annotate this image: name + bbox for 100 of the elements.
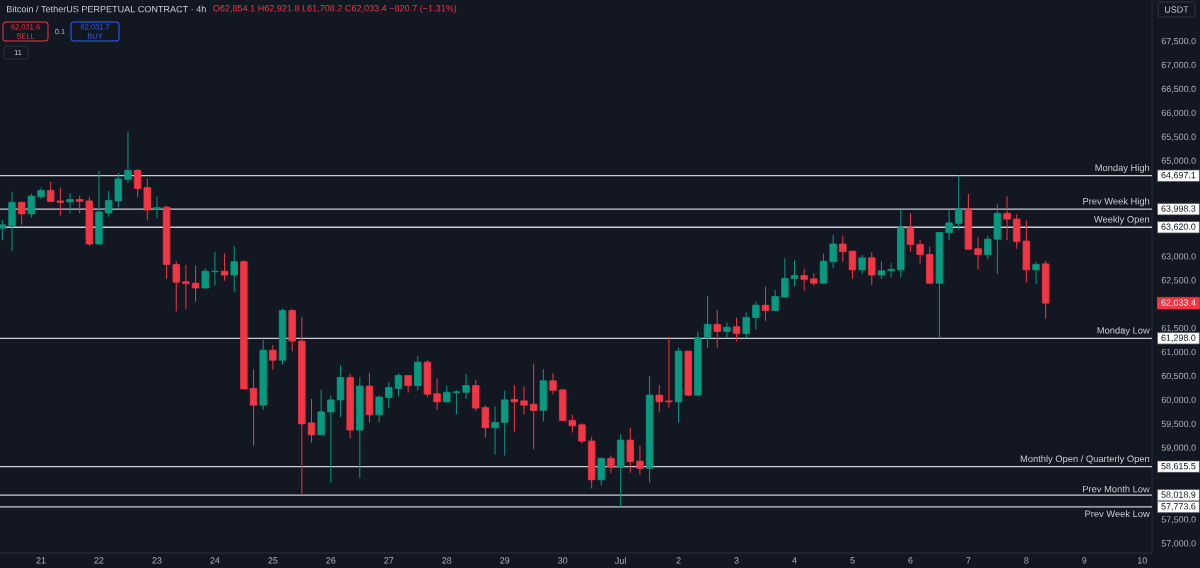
candlestick <box>1032 261 1040 285</box>
candlestick <box>0 219 7 241</box>
candlestick <box>578 422 586 444</box>
candlestick <box>549 372 557 395</box>
candlestick <box>723 321 731 339</box>
x-tick-label: 24 <box>210 557 220 564</box>
candlestick <box>906 212 915 253</box>
x-tick-label: 25 <box>268 557 278 564</box>
candlestick <box>858 254 866 275</box>
chart-subtitle: O62,854.1 H62,921.8 L61,708.2 C62,033.4 −820.7 (−1.31%) <box>213 4 457 14</box>
candlestick <box>317 388 325 436</box>
candlestick <box>327 395 335 484</box>
candlestick <box>336 364 345 418</box>
candlestick <box>790 259 799 288</box>
y-tick-label: 65,500.0 <box>1161 133 1196 141</box>
candlestick <box>955 175 963 231</box>
candlestick <box>230 245 238 293</box>
x-tick-label: 22 <box>94 557 104 564</box>
text: 58,615.5 <box>1161 462 1196 471</box>
candlestick <box>636 445 644 476</box>
candlestick <box>201 267 209 289</box>
ref-line-label: Weekly Open <box>1093 215 1150 225</box>
y-tick-label: 62,500.0 <box>1161 277 1196 285</box>
y-tick-label: 60,500.0 <box>1161 372 1196 381</box>
x-tick-label: 27 <box>384 557 394 564</box>
y-tick-label: 65,000.0 <box>1161 157 1196 165</box>
candlestick <box>27 193 36 219</box>
candlestick <box>172 260 180 312</box>
x-tick-label: 5 <box>850 557 855 564</box>
text: 57,773.6 <box>1161 503 1196 511</box>
ref-line-label: Monthly Open / Quarterly Open <box>1020 455 1150 464</box>
candlestick <box>800 268 808 292</box>
candlestick <box>269 344 277 371</box>
x-tick-label: 28 <box>442 557 452 564</box>
y-tick-label: 61,500.0 <box>1161 324 1196 333</box>
y-tick-label: 66,500.0 <box>1161 85 1196 94</box>
candlestick <box>433 377 441 411</box>
x-tick-label: 3 <box>734 557 739 564</box>
y-axis-title: USDT <box>1165 6 1189 13</box>
candlestick <box>916 239 924 265</box>
candlestick <box>974 236 982 271</box>
candlestick <box>945 209 953 241</box>
y-tick-label: 59,000.0 <box>1161 444 1196 452</box>
candlestick <box>829 234 837 269</box>
y-tick-label: 60,000.0 <box>1161 396 1196 405</box>
candlestick <box>182 264 190 310</box>
text: 63,998.3 <box>1161 205 1196 213</box>
candlestick <box>665 336 673 409</box>
x-tick-label: 2 <box>676 557 681 564</box>
candlestick <box>220 253 229 282</box>
x-tick-label: 26 <box>326 557 336 564</box>
candlestick <box>414 355 422 391</box>
x-tick-label: 4 <box>792 557 797 564</box>
candlestick <box>66 192 74 214</box>
x-tick-label: 23 <box>152 557 162 564</box>
candlestick <box>626 427 634 474</box>
candlestick <box>1003 196 1011 241</box>
candlestick <box>655 384 663 413</box>
candlestick <box>491 406 499 455</box>
x-tick-label: 8 <box>1024 557 1029 564</box>
ref-line-label: Monday High <box>1095 164 1150 173</box>
candlestick <box>124 131 132 184</box>
y-tick-label: 66,000.0 <box>1161 109 1196 118</box>
x-tick-label: 7 <box>966 557 971 564</box>
candlestick <box>501 390 509 456</box>
text: 64,697.1 <box>1161 172 1196 180</box>
x-tick-label: Jul <box>615 557 626 564</box>
candlestick <box>249 368 258 447</box>
candlestick <box>868 251 876 286</box>
x-tick-label: 6 <box>908 557 913 564</box>
candlestick <box>984 235 992 260</box>
text: 63,620.0 <box>1161 223 1196 231</box>
x-tick-label: 30 <box>558 557 568 564</box>
x-tick-label: 10 <box>1137 557 1147 564</box>
x-tick-label: 9 <box>1082 557 1087 564</box>
candlestick <box>462 373 470 400</box>
candlestick <box>713 309 721 349</box>
y-tick-label: 61,000.0 <box>1161 348 1196 357</box>
candlestick <box>771 289 779 312</box>
candlestick <box>839 235 847 263</box>
candlestick <box>153 196 161 219</box>
candlestick <box>191 265 200 303</box>
candlestick <box>394 372 403 398</box>
candlestick <box>597 457 605 487</box>
y-tick-label: 59,500.0 <box>1161 420 1196 429</box>
ref-line-label: Monday Low <box>1097 326 1150 336</box>
candlestick <box>385 381 393 409</box>
candlestick <box>307 398 316 443</box>
candlestick <box>742 311 750 339</box>
x-tick-label: 21 <box>36 557 46 564</box>
y-tick-label: 57,000.0 <box>1161 540 1196 548</box>
y-tick-label: 67,000.0 <box>1161 61 1196 70</box>
candlestick <box>732 317 741 343</box>
candlestick <box>848 250 857 279</box>
x-tick-label: 29 <box>500 557 510 564</box>
candlestick <box>375 395 383 423</box>
candlestick <box>819 253 828 285</box>
candlestick <box>510 384 519 432</box>
candlestick <box>752 301 760 331</box>
candlestick <box>8 191 16 252</box>
